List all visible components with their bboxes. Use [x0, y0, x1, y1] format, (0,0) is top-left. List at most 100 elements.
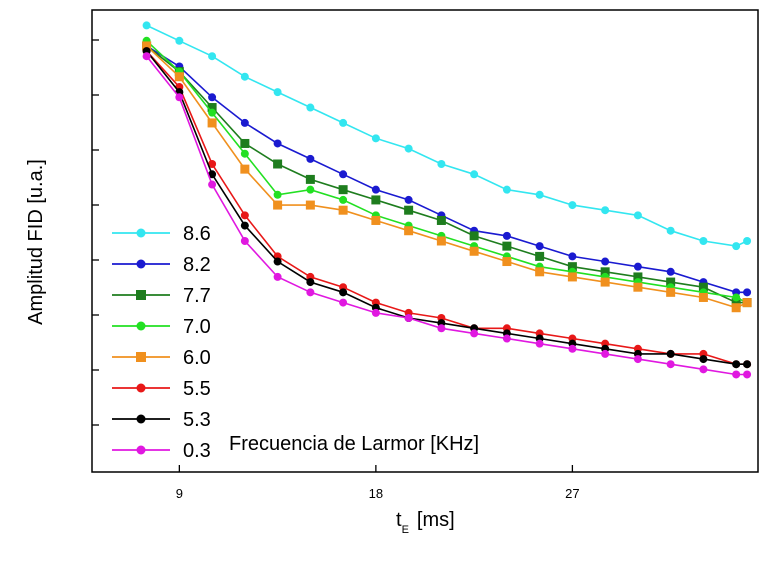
data-point: [699, 237, 708, 245]
data-point: [338, 185, 348, 195]
data-point: [208, 108, 217, 117]
data-point: [208, 160, 217, 168]
data-point: [136, 352, 146, 362]
series-line: [146, 50, 748, 366]
data-point: [502, 231, 511, 240]
data-point: [502, 241, 512, 251]
data-point: [698, 282, 708, 292]
data-point: [142, 52, 151, 61]
legend-item: 0.3: [112, 440, 211, 462]
x-tick-label: 9: [176, 486, 183, 501]
data-point: [567, 262, 577, 272]
data-point: [208, 52, 217, 61]
data-point: [404, 226, 414, 236]
data-point: [535, 190, 544, 199]
data-point: [240, 164, 250, 174]
data-point: [666, 287, 676, 297]
data-point: [404, 314, 413, 322]
data-point: [633, 211, 642, 220]
series-line: [146, 45, 748, 294]
data-point: [306, 278, 315, 287]
x-tick-label: 18: [369, 486, 383, 501]
data-point: [568, 344, 577, 353]
data-point: [502, 334, 511, 343]
data-point: [175, 36, 184, 45]
data-point: [136, 228, 146, 238]
data-point: [208, 170, 217, 179]
data-point: [207, 103, 217, 113]
data-point: [535, 242, 544, 251]
x-axis-title: tE [ms]: [396, 509, 455, 536]
data-point: [601, 257, 610, 266]
legend-item: 5.3: [112, 409, 211, 431]
data-point: [698, 292, 708, 302]
data-point: [339, 288, 348, 297]
data-point: [208, 180, 217, 189]
data-point: [240, 221, 249, 230]
data-point: [633, 272, 643, 282]
data-point: [240, 138, 250, 148]
x-axis-ticks: 9 18 27: [176, 465, 580, 501]
data-point: [338, 205, 348, 215]
series-line: [146, 40, 748, 304]
data-point: [535, 339, 544, 348]
data-point: [742, 298, 752, 308]
series-line: [146, 45, 748, 309]
y-axis-title: Amplitud FID [u.a.]: [25, 159, 47, 325]
data-point: [743, 370, 752, 379]
data-point: [732, 293, 741, 302]
data-point: [437, 160, 446, 168]
legend-label: 7.7: [183, 285, 211, 307]
data-point: [469, 231, 479, 241]
legend-label: 0.3: [183, 440, 211, 462]
data-point: [339, 118, 348, 127]
data-point: [601, 206, 610, 215]
data-point: [371, 134, 380, 143]
y-axis-ticks: [92, 39, 99, 426]
data-point: [404, 144, 413, 153]
data-point: [568, 201, 577, 210]
data-point: [306, 185, 315, 194]
data-point: [273, 200, 283, 210]
data-point: [142, 21, 151, 30]
data-point: [436, 215, 446, 225]
series-line: [146, 24, 748, 247]
data-point: [404, 205, 414, 215]
data-point: [567, 272, 577, 282]
data-point: [339, 298, 348, 307]
legend-label: 8.6: [183, 223, 211, 245]
data-point: [240, 118, 249, 127]
data-point: [142, 41, 152, 51]
data-point: [136, 383, 146, 393]
data-point: [175, 93, 184, 102]
x-tick-label: 27: [565, 486, 579, 501]
data-point: [666, 226, 675, 235]
data-point: [568, 252, 577, 261]
data-point: [732, 360, 741, 369]
data-point: [240, 72, 249, 81]
data-point: [732, 242, 741, 251]
data-point: [502, 257, 512, 267]
series-0.3: [142, 52, 752, 379]
data-point: [502, 185, 511, 194]
data-point: [273, 159, 283, 169]
series-layer: [142, 21, 752, 379]
data-point: [666, 277, 676, 287]
data-point: [305, 174, 315, 184]
legend-item: 6.0: [112, 347, 211, 369]
data-point: [136, 445, 146, 455]
data-point: [666, 360, 675, 369]
data-point: [240, 149, 249, 158]
data-point: [208, 93, 217, 102]
data-point: [371, 308, 380, 317]
data-point: [306, 154, 315, 163]
data-point: [273, 272, 282, 281]
data-point: [174, 72, 184, 82]
data-point: [732, 370, 741, 379]
legend-item: 8.6: [112, 223, 211, 245]
data-point: [273, 88, 282, 97]
data-point: [743, 288, 752, 297]
data-point: [136, 259, 146, 269]
data-point: [273, 190, 282, 199]
data-point: [436, 236, 446, 246]
